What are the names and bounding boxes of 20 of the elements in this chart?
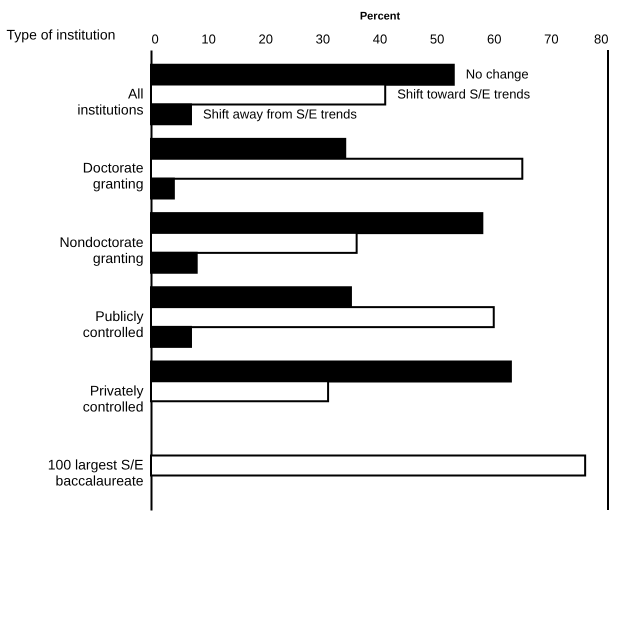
x-tick-label: 50 [430, 32, 444, 46]
series-label: No change [466, 66, 529, 82]
y-tick-label: All institutions [77, 86, 144, 118]
x-axis-title: Percent [360, 10, 401, 22]
y-tick-label: Nondoctorate granting [59, 234, 144, 266]
x-tick-label: 80 [594, 32, 608, 46]
y-tick-label: 100 largest S/E baccalaureate [48, 456, 144, 488]
x-tick-label: 30 [316, 32, 330, 46]
x-tick-label: 40 [372, 32, 388, 46]
series-label: Shift away from S/E trends [202, 106, 358, 122]
x-tick-label: 60 [487, 32, 502, 46]
y-tick-label: Privately controlled [82, 382, 144, 414]
x-tick-label: 20 [258, 32, 273, 46]
y-tick-label: Doctorate granting [82, 160, 144, 192]
x-tick-label: 10 [201, 32, 216, 46]
y-tick-label: Publicly controlled [82, 308, 144, 340]
x-tick-label: 70 [544, 32, 559, 46]
x-tick-label: 0 [152, 32, 159, 46]
y-axis-title: Type of institution [6, 26, 116, 42]
series-label: Shift toward S/E trends [397, 86, 531, 102]
